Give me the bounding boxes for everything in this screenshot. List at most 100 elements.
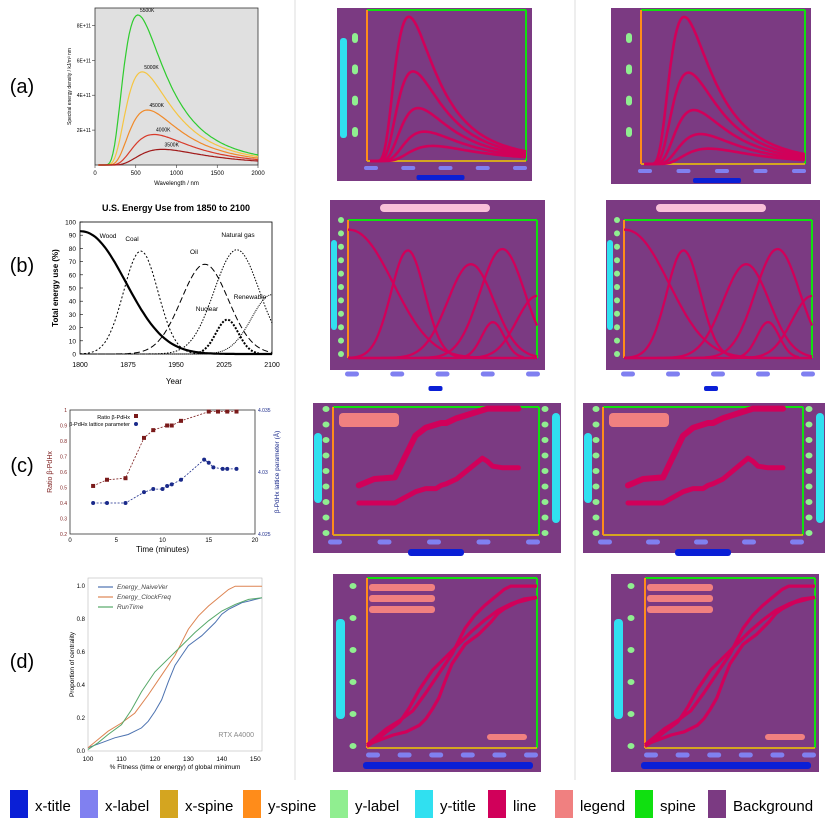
mask-background [583, 403, 825, 553]
y-tick-label: 0.8 [77, 617, 86, 623]
y-axis-title: Total energy use (%) [51, 249, 60, 327]
mask-x-label [598, 539, 612, 545]
series-label-4000K: 4000K [156, 127, 171, 133]
y-tick-label: 0.6 [77, 650, 86, 656]
mask-y-label [338, 217, 344, 223]
marker-lattice [91, 501, 96, 505]
mask-y-label [627, 743, 635, 749]
x-tick-label: 1000 [170, 171, 184, 177]
mask-line-lattice [625, 455, 786, 506]
y-tick-label-left: 0.6 [60, 470, 67, 476]
line-renewable [624, 294, 813, 360]
mask-line-ratio [355, 405, 522, 489]
mask-y-label-right [541, 406, 549, 412]
mask-y-label [349, 583, 357, 589]
mask-legend [647, 595, 713, 602]
legend-swatch-spine [635, 790, 653, 818]
mask-annotation [765, 734, 805, 740]
mask-y-label [627, 615, 635, 621]
mask-x-label [526, 371, 540, 377]
line-4000K [644, 132, 806, 166]
series-label-3500K: 3500K [164, 142, 179, 148]
marker-lattice [123, 501, 128, 505]
mask-y-label [614, 351, 620, 357]
line-lattice [93, 459, 237, 504]
mask-y-label [627, 647, 635, 653]
x-axis-title: % Fitness (time or energy) of global min… [110, 764, 241, 771]
mask-y-label [338, 230, 344, 237]
mask-y-label [338, 284, 344, 290]
mask-legend [369, 584, 435, 591]
marker-lattice [220, 466, 225, 471]
marker-lattice [160, 487, 165, 492]
mask-background [313, 403, 561, 553]
line-5500K [98, 14, 259, 166]
legend-swatch-x-spine [160, 790, 178, 818]
chart-a-original: 5500K 5000K 4500K 4000K 3500K 0 500 1000 1500 200… [67, 7, 265, 187]
mask-y-label-right [541, 530, 549, 536]
mask-x-label [364, 166, 378, 170]
mask-x-label [694, 539, 708, 545]
mask-y-label-right [805, 406, 813, 412]
x-tick-label: 130 [183, 756, 194, 763]
row-label: (b) [10, 255, 34, 277]
mask-y-label [592, 406, 600, 412]
legend-ratio-marker [134, 414, 138, 418]
mask-y-label [322, 530, 330, 536]
mask-y-label [627, 679, 635, 685]
y-tick-label: 0.0 [77, 749, 86, 755]
legend-bar: x-title x-label x-spine y-spine y-label y-tit… [10, 790, 813, 818]
mask-y-label [349, 743, 357, 749]
mask-y-label-right [805, 514, 813, 521]
y-tick-label-right: 4.03 [258, 470, 268, 476]
mask-x-label [377, 539, 392, 545]
legend-label-spine: spine [660, 798, 696, 815]
x-tick-label: 0 [68, 538, 72, 544]
y-tick-label: 2E+11 [77, 128, 91, 134]
mask-x-label [328, 539, 342, 545]
chart-a-mask [337, 8, 532, 181]
legend-swatch-legend [555, 790, 573, 818]
mask-y-label-right [805, 530, 813, 536]
legend-label-y-title: y-title [440, 798, 476, 815]
line-4500K [370, 106, 527, 163]
x-axis-title: Wavelength / nm [154, 181, 199, 187]
mask-x-title [675, 549, 731, 556]
line-natural-gas [80, 249, 273, 355]
mask-x-title [408, 549, 464, 556]
line-energy-clockfreq [87, 585, 262, 749]
mask-y-title [331, 240, 337, 330]
line-3500K [370, 144, 527, 163]
marker-lattice [206, 460, 211, 465]
legend-label-line: line [513, 798, 536, 815]
mask-x-title [416, 175, 465, 180]
y-tick-label: 40 [69, 299, 77, 306]
mask-line [366, 595, 538, 748]
mask-x-label [524, 752, 538, 758]
mask-y-label [349, 679, 357, 685]
mask-x-label [460, 752, 475, 758]
mask-y-label [614, 243, 620, 250]
mask-background [330, 200, 545, 370]
line-3500K [98, 148, 259, 166]
x-tick-label: 500 [131, 171, 142, 177]
y-tick-label: 6E+11 [77, 58, 91, 64]
x-tick-label: 0 [93, 171, 97, 177]
mask-y-title [336, 619, 345, 719]
legend-swatch-y-title [415, 790, 433, 818]
mask-x-title [641, 762, 811, 769]
mask-y-label [626, 64, 632, 75]
mask-x-label [801, 371, 815, 377]
line-renewable [348, 294, 538, 360]
mask-x-label [646, 539, 660, 545]
marker-lattice [105, 501, 109, 505]
mask-x-label [345, 371, 359, 377]
mask-y-label [338, 270, 344, 277]
mask-y-label [614, 257, 620, 264]
y-tick-label-right: 4.025 [258, 532, 271, 538]
mask-y-label [352, 95, 358, 106]
marker-lattice [225, 466, 230, 471]
row-label: (d) [10, 651, 34, 673]
marker-ratio [123, 476, 128, 481]
